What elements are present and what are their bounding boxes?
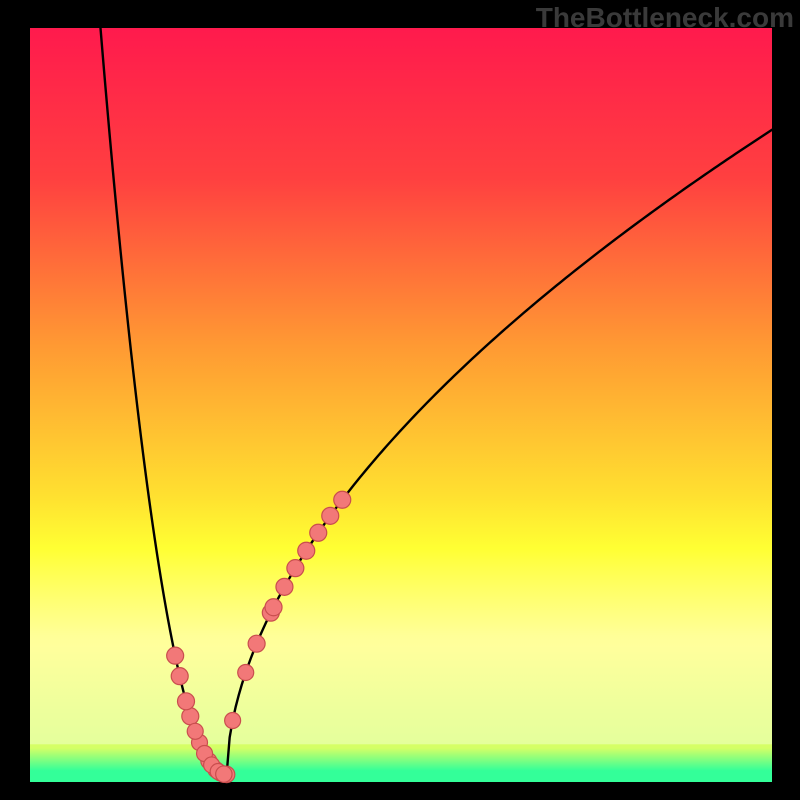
marker-dot	[276, 578, 293, 595]
marker-dot	[216, 766, 232, 782]
marker-dot	[238, 664, 254, 680]
chart-container: TheBottleneck.com	[0, 0, 800, 800]
pale-band	[30, 548, 772, 744]
marker-dot	[248, 635, 265, 652]
marker-dot	[171, 668, 188, 685]
chart-svg	[0, 0, 800, 800]
marker-dot	[265, 599, 282, 616]
watermark: TheBottleneck.com	[536, 2, 794, 34]
marker-dot	[167, 647, 184, 664]
marker-dot	[187, 723, 203, 739]
marker-dot	[322, 507, 339, 524]
marker-dot	[298, 542, 315, 559]
marker-dot	[182, 708, 199, 725]
marker-dot	[310, 524, 327, 541]
marker-dot	[178, 693, 195, 710]
marker-dot	[334, 491, 351, 508]
marker-dot	[225, 713, 241, 729]
marker-dot	[287, 560, 304, 577]
